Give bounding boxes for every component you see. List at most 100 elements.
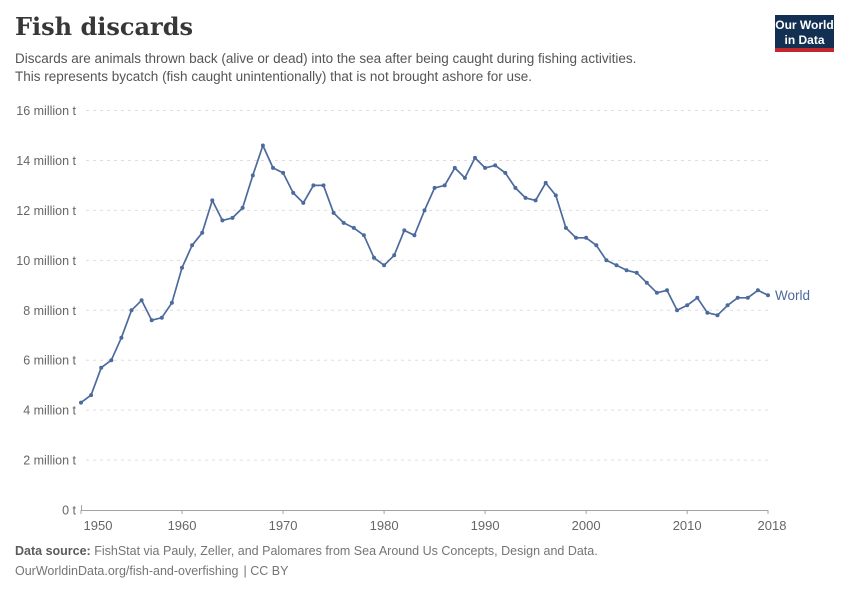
data-point[interactable] (523, 195, 528, 200)
data-point[interactable] (190, 243, 195, 248)
data-point[interactable] (129, 308, 134, 313)
data-point[interactable] (402, 228, 407, 233)
data-point[interactable] (634, 270, 639, 275)
data-point[interactable] (149, 318, 154, 323)
chart-subtitle-line2: This represents bycatch (fish caught uni… (15, 69, 533, 84)
data-point[interactable] (513, 185, 518, 190)
data-point[interactable] (483, 165, 488, 170)
data-point[interactable] (594, 243, 599, 248)
owid-logo[interactable]: Our World in Data (775, 15, 834, 52)
data-point[interactable] (230, 215, 235, 220)
data-point[interactable] (452, 165, 457, 170)
data-point[interactable] (624, 268, 629, 273)
data-point[interactable] (614, 263, 619, 268)
data-point[interactable] (533, 198, 538, 203)
data-point[interactable] (89, 393, 94, 398)
x-axis-tick-label: 1990 (471, 518, 500, 533)
data-source-text: FishStat via Pauly, Zeller, and Palomare… (90, 544, 598, 558)
data-point[interactable] (169, 300, 174, 305)
data-point[interactable] (735, 295, 740, 300)
data-point[interactable] (422, 208, 427, 213)
data-point[interactable] (675, 308, 680, 313)
data-point[interactable] (503, 170, 508, 175)
data-point[interactable] (99, 365, 104, 370)
data-point[interactable] (220, 218, 225, 223)
data-point[interactable] (331, 210, 336, 215)
data-point[interactable] (250, 173, 255, 178)
data-point[interactable] (473, 155, 477, 160)
data-point[interactable] (311, 183, 316, 188)
data-point[interactable] (372, 255, 376, 260)
data-point[interactable] (715, 313, 720, 318)
y-axis-tick-label: 0 t (62, 504, 76, 518)
data-point[interactable] (119, 335, 124, 340)
data-point[interactable] (159, 315, 164, 320)
data-point[interactable] (139, 298, 144, 303)
data-point[interactable] (584, 235, 589, 240)
data-point[interactable] (493, 163, 498, 168)
data-point[interactable] (260, 143, 265, 148)
data-point[interactable] (281, 170, 286, 175)
data-point[interactable] (271, 165, 275, 170)
series-line-world[interactable] (80, 144, 769, 404)
x-axis-tick-label: 2010 (673, 518, 702, 533)
data-point[interactable] (321, 183, 326, 188)
chart-footer: Data source: FishStat via Pauly, Zeller,… (15, 541, 598, 581)
data-point[interactable] (301, 200, 306, 205)
data-point[interactable] (361, 233, 366, 238)
owid-logo-line1: Our World (775, 18, 834, 32)
data-point[interactable] (382, 263, 387, 268)
data-point[interactable] (432, 185, 437, 190)
x-axis-tick-label: 2000 (572, 518, 601, 533)
chart-subtitle-line1: Discards are animals thrown back (alive … (15, 51, 637, 66)
data-point[interactable] (654, 290, 659, 295)
y-axis-tick-label: 10 million t (16, 254, 76, 268)
data-point[interactable] (705, 310, 710, 315)
x-axis-tick-label: 2018 (758, 518, 787, 533)
data-point[interactable] (442, 183, 447, 188)
data-point[interactable] (725, 303, 730, 308)
y-axis-tick-label: 2 million t (23, 454, 76, 468)
data-source-label: Data source: (15, 544, 91, 558)
owid-url-link[interactable]: OurWorldinData.org/fish-and-overfishing (15, 564, 239, 578)
data-point[interactable] (412, 233, 417, 238)
data-point[interactable] (574, 235, 578, 240)
data-point[interactable] (644, 280, 649, 285)
data-point[interactable] (240, 205, 245, 210)
data-point[interactable] (695, 295, 700, 300)
x-axis-tick-label: 1970 (269, 518, 298, 533)
y-axis-tick-label: 16 million t (16, 104, 76, 118)
data-point[interactable] (79, 400, 83, 405)
y-axis-tick-label: 12 million t (16, 204, 76, 218)
x-axis-tick-label: 1960 (168, 518, 197, 533)
data-point[interactable] (462, 175, 467, 180)
data-point[interactable] (543, 180, 548, 185)
data-point[interactable] (745, 295, 750, 300)
chart-title: Fish discards (15, 12, 193, 41)
y-axis-tick-label: 4 million t (23, 404, 76, 418)
data-point[interactable] (766, 293, 770, 298)
data-point[interactable] (563, 225, 568, 230)
data-point[interactable] (685, 303, 690, 308)
license-text: | CC BY (243, 564, 289, 578)
data-point[interactable] (291, 190, 296, 195)
x-axis-tick-label: 1950 (84, 518, 113, 533)
data-point[interactable] (392, 253, 397, 258)
data-point[interactable] (341, 220, 346, 225)
data-point[interactable] (351, 225, 356, 230)
owid-logo-line2: in Data (784, 32, 825, 47)
series-end-label: World (775, 288, 810, 303)
data-point[interactable] (109, 358, 114, 363)
data-point[interactable] (755, 288, 760, 293)
attribution-line: OurWorldinData.org/fish-and-overfishing |… (15, 561, 598, 581)
data-point[interactable] (604, 258, 609, 263)
x-axis-tick-label: 1980 (370, 518, 399, 533)
data-point[interactable] (200, 230, 205, 235)
data-point[interactable] (665, 288, 669, 293)
data-point[interactable] (210, 198, 215, 203)
data-point[interactable] (180, 265, 184, 270)
data-point[interactable] (553, 193, 558, 198)
data-source-line: Data source: FishStat via Pauly, Zeller,… (15, 541, 598, 561)
